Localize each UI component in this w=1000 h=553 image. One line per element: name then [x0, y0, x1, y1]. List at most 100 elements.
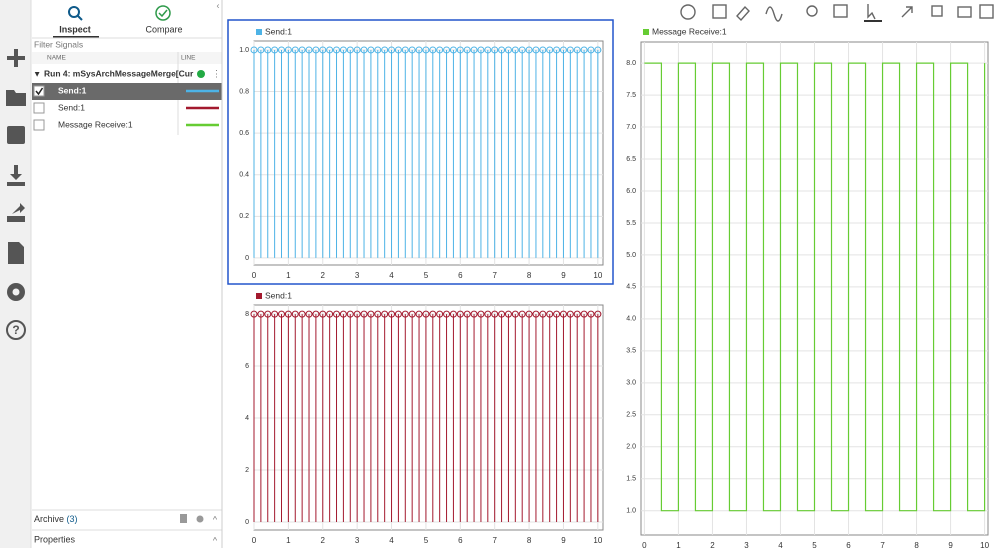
legend-label: Send:1	[265, 26, 292, 36]
tool-layout[interactable]	[712, 4, 727, 19]
legend-label: Send:1	[265, 290, 292, 300]
x-tick-label: 2	[321, 271, 326, 280]
run-caret[interactable]: ▾	[34, 68, 40, 78]
stem-marker	[566, 310, 574, 318]
archive-collapse[interactable]: ^	[213, 514, 218, 524]
stem-marker	[422, 46, 430, 54]
tool-expand[interactable]	[901, 6, 913, 18]
stem-marker	[415, 46, 423, 54]
stem-marker	[319, 46, 327, 54]
stem-marker	[326, 46, 334, 54]
stem-marker	[436, 310, 444, 318]
tab-compare[interactable]: Compare	[145, 24, 182, 34]
plot-area	[253, 304, 604, 531]
stem-marker	[257, 46, 265, 54]
icon-help-mark: ?	[12, 323, 19, 337]
stem-marker	[401, 46, 409, 54]
stem-marker	[594, 310, 602, 318]
signal-name[interactable]: Send:1	[58, 85, 87, 95]
y-tick-label: 5.0	[626, 252, 636, 259]
stem-marker	[525, 310, 533, 318]
tool-fullscreen[interactable]	[931, 5, 943, 17]
stem-marker	[415, 310, 423, 318]
tool-cursors[interactable]	[765, 6, 783, 22]
stem-marker	[484, 46, 492, 54]
stem-marker	[291, 46, 299, 54]
archive-label[interactable]: Archive (3)	[34, 514, 78, 524]
stem-marker	[374, 310, 382, 318]
run-menu[interactable]: ⋮	[212, 68, 221, 78]
tool-zoom[interactable]	[806, 5, 818, 17]
properties-label[interactable]: Properties	[34, 534, 76, 544]
selected-row[interactable]	[32, 83, 222, 100]
x-tick-label: 5	[812, 541, 817, 548]
stem-marker	[333, 310, 341, 318]
stem-marker	[456, 310, 464, 318]
y-tick-label: 1.0	[239, 47, 249, 54]
tool-play[interactable]	[680, 4, 696, 20]
stem-marker	[319, 310, 327, 318]
x-tick-label: 1	[286, 536, 291, 545]
filter-box[interactable]: Filter Signals	[34, 39, 83, 49]
archive-text: Archive	[34, 514, 64, 524]
stem-marker	[333, 46, 341, 54]
icon-report[interactable]	[8, 242, 24, 264]
stem-marker	[305, 46, 313, 54]
properties-collapse[interactable]: ^	[213, 535, 218, 545]
stem-marker	[443, 46, 451, 54]
checkbox[interactable]	[33, 85, 45, 97]
y-tick-label: 7.5	[626, 92, 636, 99]
icon-save[interactable]	[7, 126, 25, 144]
x-tick-label: 9	[561, 536, 566, 545]
stem-marker	[594, 46, 602, 54]
stem-marker	[539, 46, 547, 54]
stem-marker	[456, 46, 464, 54]
stem-marker	[477, 46, 485, 54]
stem-marker	[539, 310, 547, 318]
legend-label: Message Receive:1	[652, 26, 727, 36]
stem-marker	[511, 310, 519, 318]
tab-inspect[interactable]: Inspect	[59, 24, 91, 34]
stem-marker	[367, 310, 375, 318]
icon-share[interactable]	[7, 203, 25, 222]
stem-marker	[470, 46, 478, 54]
y-tick-label: 8.0	[626, 60, 636, 67]
tool-fit[interactable]	[833, 4, 848, 18]
collapse[interactable]: ‹	[217, 0, 220, 10]
x-tick-label: 0	[252, 271, 257, 280]
tool-settings[interactable]	[979, 4, 994, 19]
icon-download[interactable]	[7, 165, 25, 186]
archive-settings[interactable]	[196, 515, 204, 523]
stem-marker	[278, 310, 286, 318]
y-tick-label: 0	[245, 519, 249, 526]
signal-name[interactable]: Send:1	[58, 102, 85, 112]
x-tick-label: 8	[914, 541, 919, 548]
stem-marker	[305, 310, 313, 318]
run-name[interactable]: Run 4: mSysArchMessageMerge[Cur	[44, 68, 194, 78]
stem-marker	[271, 310, 279, 318]
stem-marker	[573, 310, 581, 318]
legend-swatch	[256, 293, 262, 299]
stem-marker	[491, 310, 499, 318]
signal-name[interactable]: Message Receive:1	[58, 119, 133, 129]
stem-marker	[408, 310, 416, 318]
archive-delete[interactable]	[180, 514, 187, 523]
checkbox[interactable]	[33, 102, 45, 114]
y-tick-label: 4.0	[626, 316, 636, 323]
stem-marker	[532, 310, 540, 318]
stem-marker	[422, 310, 430, 318]
checkbox[interactable]	[33, 119, 45, 131]
icon-open[interactable]	[6, 90, 26, 106]
stem-marker	[388, 46, 396, 54]
y-tick-label: 0.6	[239, 130, 249, 137]
tool-clear[interactable]	[736, 5, 750, 22]
y-tick-label: 3.5	[626, 348, 636, 355]
icon-help[interactable]	[6, 320, 26, 340]
tool-select[interactable]	[867, 4, 876, 20]
tool-snapshot[interactable]	[957, 6, 972, 18]
y-tick-label: 6.0	[626, 188, 636, 195]
stem-marker	[559, 46, 567, 54]
y-tick-label: 4	[245, 415, 249, 422]
signal-panel	[32, 0, 222, 548]
x-tick-label: 3	[744, 541, 749, 548]
